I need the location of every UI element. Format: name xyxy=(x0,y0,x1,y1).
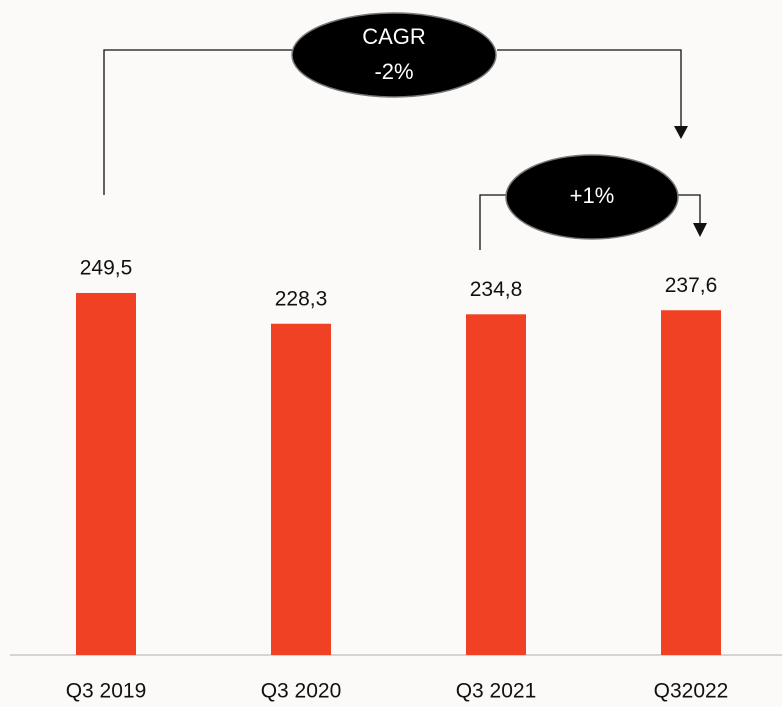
bar xyxy=(76,292,136,655)
bar xyxy=(271,323,331,655)
value-label: 234,8 xyxy=(470,278,523,301)
arrow-head xyxy=(693,223,707,237)
annotation: CAGR xyxy=(362,24,426,49)
annotation-bubble xyxy=(291,12,497,98)
x-tick-label: Q3 2020 xyxy=(261,680,342,703)
bar xyxy=(661,310,721,655)
connector xyxy=(677,194,701,225)
value-label: 249,5 xyxy=(80,257,133,280)
x-tick-label: Q32022 xyxy=(654,680,729,703)
x-tick-label: Q3 2019 xyxy=(66,680,147,703)
arrow-head xyxy=(674,126,688,139)
value-label: 237,6 xyxy=(665,274,718,297)
annotation: +1% xyxy=(570,183,615,208)
connector xyxy=(479,194,507,250)
x-tick-label: Q3 2021 xyxy=(456,680,537,703)
annotation-bubble xyxy=(505,154,679,240)
bar xyxy=(466,314,526,655)
value-label: 228,3 xyxy=(275,287,328,310)
connector xyxy=(497,49,682,128)
annotation: -2% xyxy=(374,59,413,84)
connector xyxy=(103,49,292,195)
